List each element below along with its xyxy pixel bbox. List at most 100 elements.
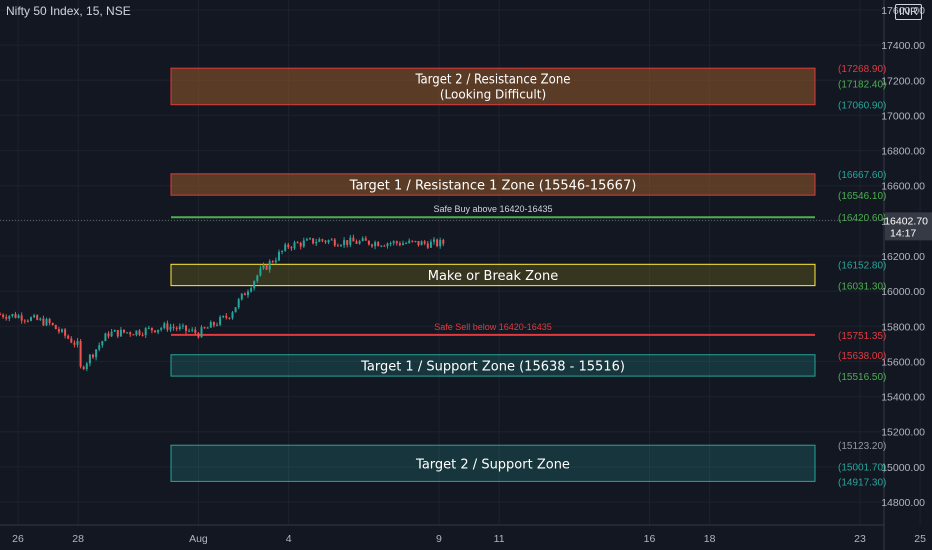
candle-body	[299, 242, 302, 247]
x-tick-label: 28	[72, 533, 84, 545]
level-label: (16667.60)	[838, 170, 886, 181]
candle-body	[95, 349, 98, 358]
candle-body	[116, 330, 119, 337]
signal-line-label: Safe Sell below 16420-16435	[434, 322, 552, 332]
y-tick-label: 16200.00	[881, 251, 925, 263]
candle-body	[33, 315, 36, 318]
candle-body	[119, 329, 122, 337]
candle-body	[110, 331, 113, 337]
zone-label: Target 1 / Support Zone (15638 - 15516)	[360, 359, 625, 374]
candle-body	[436, 239, 439, 247]
candle-body	[268, 261, 271, 270]
candle-body	[26, 320, 29, 322]
candle-body	[287, 244, 290, 248]
candle-body	[206, 327, 209, 329]
candle-body	[200, 327, 203, 338]
level-label: (15751.35)	[838, 331, 886, 342]
y-tick-label: 17000.00	[881, 110, 925, 122]
candle-body	[271, 261, 274, 263]
candle-body	[290, 247, 293, 249]
y-tick-label: 17600.00	[881, 5, 925, 17]
bar-countdown: 14:17	[890, 227, 916, 239]
candle-body	[203, 327, 206, 329]
candle-body	[188, 330, 191, 332]
last-price-badge	[885, 212, 932, 241]
candle-body	[67, 335, 70, 339]
currency-badge[interactable]: INR	[895, 4, 922, 20]
candle-body	[253, 281, 256, 289]
candle-body	[172, 326, 175, 328]
candle-body	[36, 315, 39, 320]
candle-body	[247, 291, 249, 296]
x-tick-label: Aug	[189, 533, 208, 545]
y-tick-label: 16600.00	[881, 181, 925, 193]
candle-body	[30, 317, 32, 321]
candle-body	[129, 332, 132, 335]
zone-box	[170, 263, 816, 287]
candle-body	[8, 316, 11, 319]
y-tick-label: 17200.00	[881, 75, 925, 87]
level-label: (16152.80)	[838, 260, 886, 271]
candle-body	[48, 319, 51, 324]
level-label: (15516.50)	[838, 372, 886, 383]
level-label: (17182.40)	[838, 79, 886, 90]
candle-body	[305, 239, 308, 241]
candle-body	[138, 330, 141, 335]
candle-body	[216, 324, 218, 326]
candle-body	[346, 240, 349, 245]
zone-box	[170, 354, 816, 377]
candle-body	[296, 242, 299, 244]
y-tick-label: 15200.00	[881, 427, 925, 439]
candle-body	[85, 363, 88, 370]
candle-body	[414, 240, 417, 242]
candle-body	[135, 330, 138, 336]
candle-body	[318, 239, 321, 242]
candle-body	[79, 341, 82, 367]
candle-body	[144, 328, 147, 336]
candle-body	[423, 241, 426, 244]
level-label: (16546.10)	[838, 191, 886, 202]
candle-body	[219, 317, 222, 325]
candle-body	[175, 327, 178, 329]
candle-body	[181, 325, 184, 327]
candle-body	[343, 240, 346, 246]
candle-body	[265, 265, 268, 270]
candle-body	[358, 241, 361, 244]
candle-body	[349, 237, 352, 245]
y-tick-label: 15000.00	[881, 462, 925, 474]
candle-body	[2, 314, 5, 318]
x-tick-label: 23	[854, 533, 866, 545]
y-tick-label: 16000.00	[881, 286, 925, 298]
candle-body	[45, 319, 48, 326]
candle-body	[225, 315, 228, 318]
symbol-title[interactable]: Nifty 50 Index, 15, NSE	[6, 4, 131, 18]
candle-body	[104, 333, 107, 342]
candle-body	[197, 333, 200, 338]
candle-body	[274, 260, 277, 263]
candle-body	[389, 243, 392, 245]
candle-body	[14, 314, 17, 318]
candle-body	[333, 239, 336, 246]
candle-body	[433, 239, 435, 242]
candle-body	[107, 333, 110, 337]
candle-body	[426, 243, 429, 248]
candle-body	[82, 366, 85, 370]
candle-body	[442, 239, 445, 244]
last-price-value: 16402.70	[884, 215, 928, 227]
y-tick-label: 16800.00	[881, 146, 925, 158]
candle-body	[420, 241, 423, 246]
candle-body	[98, 345, 101, 350]
candle-body	[231, 312, 234, 319]
level-label: (14917.30)	[838, 477, 886, 488]
candle-body	[234, 307, 237, 313]
candle-body	[355, 241, 358, 244]
candle-body	[92, 354, 94, 358]
candle-body	[336, 245, 339, 247]
candle-body	[64, 329, 67, 336]
x-tick-label: 4	[286, 533, 292, 545]
candle-body	[54, 324, 57, 330]
candle-body	[377, 242, 380, 247]
candle-body	[157, 329, 160, 333]
candle-body	[330, 239, 333, 241]
